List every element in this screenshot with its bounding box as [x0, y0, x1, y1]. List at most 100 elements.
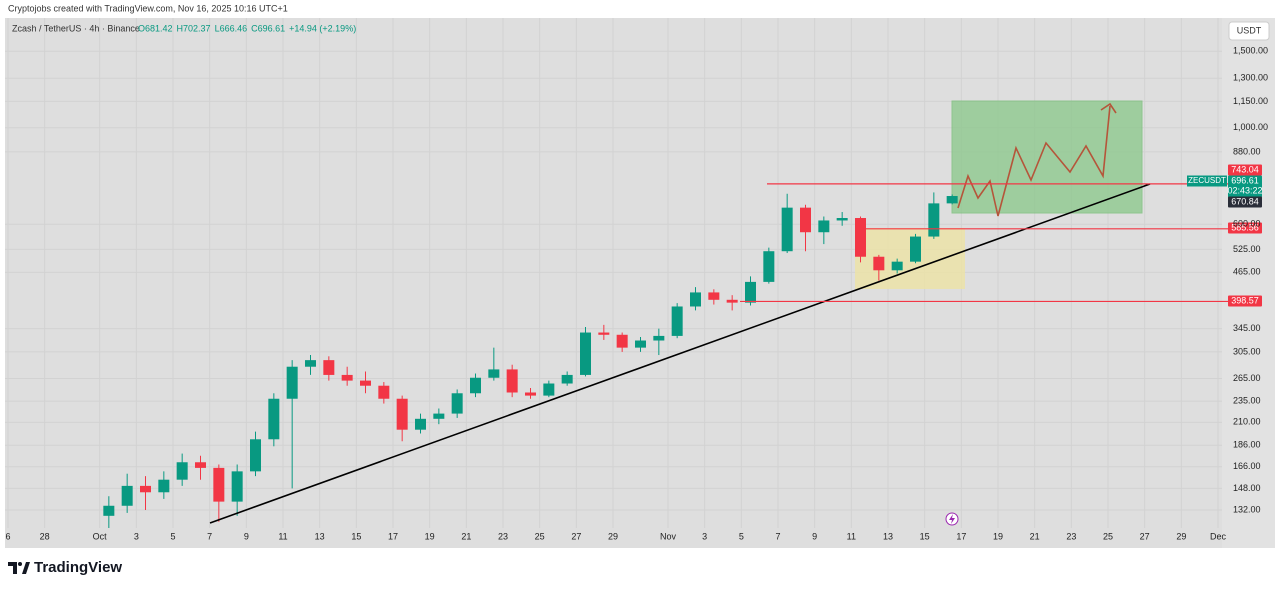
- candle-body: [561, 374, 573, 384]
- candle-body: [580, 332, 591, 375]
- candle-body: [525, 392, 536, 396]
- price-label-box: [1228, 222, 1262, 234]
- legend-item: O681.42: [138, 23, 173, 33]
- candle-body: [396, 398, 408, 430]
- x-tick-label: 3: [702, 531, 707, 541]
- x-tick-label: 27: [1140, 531, 1150, 541]
- attribution: Cryptojobs created with TradingView.com,…: [8, 3, 288, 13]
- x-tick-label: 29: [1176, 531, 1186, 541]
- candle-body: [286, 366, 298, 399]
- candle-body: [470, 377, 481, 394]
- price-label: 743.04: [1231, 164, 1259, 174]
- x-tick-label: 25: [535, 531, 545, 541]
- y-tick-label: 186.00: [1233, 440, 1261, 450]
- price-label-box: [1228, 295, 1262, 307]
- x-tick-label: 9: [812, 531, 817, 541]
- price-label: 670.84: [1231, 196, 1259, 206]
- projection-path: [957, 105, 1111, 217]
- legend-item: H702.37: [177, 23, 211, 33]
- legend-item: C696.61: [251, 23, 285, 33]
- y-tick-label: 1,300.00: [1233, 73, 1268, 83]
- x-tick-label: 13: [315, 531, 325, 541]
- x-tick-label: 19: [425, 531, 435, 541]
- candle-body: [781, 207, 793, 252]
- y-tick-label: 1,500.00: [1233, 46, 1268, 56]
- candle-body: [891, 261, 903, 271]
- candle-body: [836, 218, 848, 221]
- ohlc-legend: O681.42 H702.37 L666.46 C696.61 +14.94 (+2.1…: [138, 23, 356, 33]
- x-tick-label: 7: [207, 531, 212, 541]
- x-tick-label: Dec: [1210, 531, 1227, 541]
- currency-button[interactable]: [1228, 21, 1270, 41]
- candle-body: [323, 360, 335, 375]
- y-tick-label: 1,150.00: [1233, 96, 1268, 106]
- candle-body: [506, 369, 518, 393]
- price-label: 585.56: [1231, 222, 1259, 232]
- candle-body: [231, 471, 243, 502]
- target-zone: [951, 100, 1143, 214]
- countdown: 02:43:22: [1227, 185, 1262, 195]
- x-tick-label: 7: [775, 531, 780, 541]
- candle-body: [800, 207, 811, 233]
- candle-body: [653, 335, 665, 341]
- x-tick-label: 11: [278, 531, 287, 541]
- candles: [103, 192, 958, 528]
- candle-body: [910, 236, 921, 262]
- candle-body: [690, 292, 701, 307]
- candle-body: [543, 383, 555, 396]
- candle-body: [268, 398, 280, 440]
- price-label-box: [1228, 164, 1262, 176]
- candle-body: [103, 505, 115, 516]
- candle-body: [928, 203, 940, 237]
- y-tick-label: 1,000.00: [1233, 122, 1268, 132]
- trendline: [209, 183, 1151, 524]
- y-tick-label: 345.00: [1233, 323, 1261, 333]
- price-label: 696.61: [1231, 175, 1259, 185]
- candle-body: [635, 340, 646, 348]
- x-tick-label: 17: [388, 531, 398, 541]
- candle-body: [121, 485, 133, 506]
- candle-body: [488, 369, 500, 378]
- x-tick-label: 3: [134, 531, 139, 541]
- candle-body: [873, 256, 885, 271]
- candle-body: [341, 374, 353, 381]
- event-icon-bolt: [949, 514, 955, 524]
- candle-body: [616, 334, 628, 348]
- x-tick-label: 23: [1066, 531, 1076, 541]
- y-tick-label: 305.00: [1233, 346, 1261, 356]
- chart-panel: [5, 18, 1275, 548]
- candle-body: [708, 292, 720, 300]
- price-axis: [1222, 18, 1275, 548]
- candle-body: [745, 281, 756, 303]
- y-tick-label: 600.00: [1233, 219, 1261, 229]
- y-tick-label: 132.00: [1233, 504, 1261, 514]
- candle-body: [195, 462, 206, 468]
- candle-body: [415, 418, 426, 430]
- logo: TradingView: [34, 559, 122, 576]
- candle-body: [946, 196, 958, 204]
- candle-body: [176, 462, 188, 480]
- x-tick-label: 29: [608, 531, 618, 541]
- legend-item: L666.46: [215, 23, 248, 33]
- candle-body: [598, 332, 610, 335]
- candle-body: [763, 251, 775, 282]
- candle-body: [726, 299, 738, 303]
- symbol-tag-box: [1187, 175, 1227, 187]
- x-tick-label: 5: [739, 531, 744, 541]
- x-tick-label: 15: [920, 531, 930, 541]
- legend-item: +14.94 (+2.19%): [289, 23, 356, 33]
- y-tick-label: 880.00: [1233, 146, 1261, 156]
- y-tick-label: 148.00: [1233, 483, 1261, 493]
- x-tick-label: 17: [956, 531, 966, 541]
- y-tick-label: 210.00: [1233, 417, 1261, 427]
- x-tick-label: 11: [847, 531, 856, 541]
- candle-body: [360, 380, 371, 386]
- candle-body: [213, 467, 225, 502]
- grid: [5, 18, 1222, 528]
- candle-body: [451, 393, 463, 414]
- x-tick-label: Nov: [660, 531, 677, 541]
- currency[interactable]: USDT: [1237, 25, 1262, 35]
- candle-body: [671, 306, 683, 336]
- y-tick-label: 166.00: [1233, 461, 1261, 471]
